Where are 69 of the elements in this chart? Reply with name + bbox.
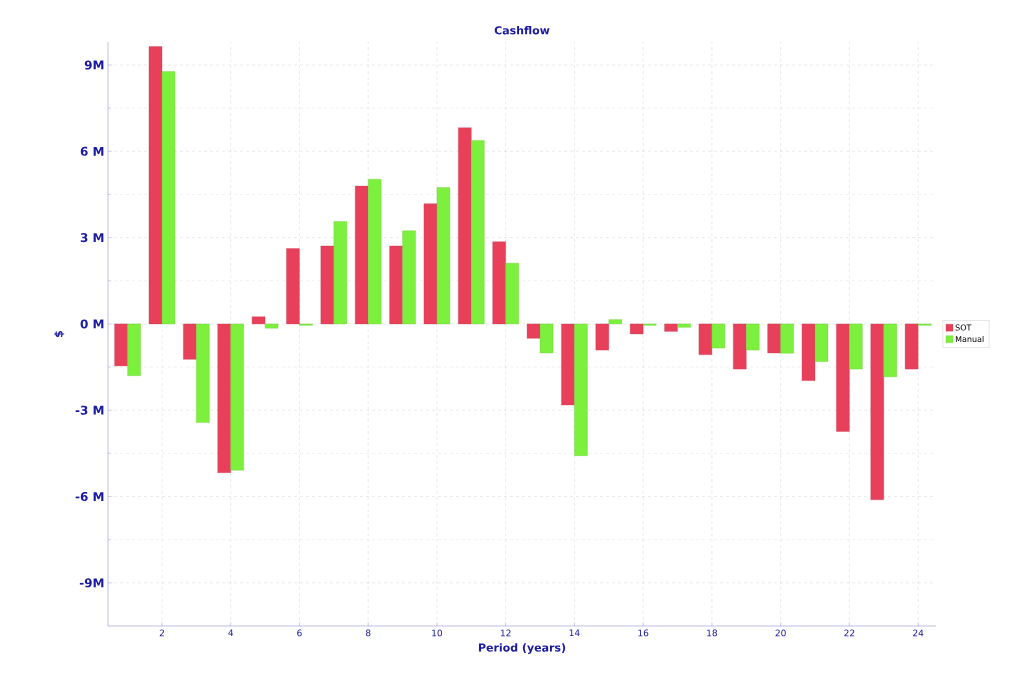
chart-title: Cashflow [494,25,550,35]
bar [767,323,781,354]
bar [389,245,403,325]
bar [251,316,266,325]
bar [286,248,300,325]
x-tick-label: 12 [500,629,511,637]
bar [801,323,816,381]
bar [264,323,279,329]
y-tick-label: -3 M [75,405,104,415]
x-tick-label: 6 [297,629,302,637]
bar [436,187,451,325]
y-tick-label: 0 M [80,319,104,329]
x-tick-label: 22 [844,629,855,637]
legend-label: SOT [955,324,972,331]
bar [320,245,334,325]
bar [148,46,163,325]
bar [458,127,472,325]
bar [333,221,347,325]
bar [904,323,919,370]
x-tick-label: 14 [569,629,580,637]
bar [574,323,588,456]
bar [746,323,760,351]
bar [561,323,575,406]
y-tick-label: -6 M [75,492,104,502]
bar [870,323,884,500]
y-tick-label: 3 M [80,233,104,243]
bar [355,185,369,325]
bar [127,323,141,376]
x-tick-label: 24 [913,629,924,637]
bar [423,203,438,325]
bar [630,323,644,335]
x-tick-label: 18 [707,629,718,637]
x-axis-title: Period (years) [478,643,566,654]
bar [677,323,691,328]
legend-label: Manual [955,335,984,343]
bar [471,140,485,325]
bar [836,323,850,432]
y-tick-label: -9M [79,578,104,588]
bar [230,323,244,471]
bar [217,323,231,473]
x-tick-label: 10 [432,629,443,637]
bar [402,230,416,325]
x-tick-label: 2 [159,629,164,637]
x-tick-label: 16 [638,629,649,637]
bar [883,323,897,377]
bar [595,323,609,351]
bar [183,323,197,360]
y-tick-label: 9M [84,60,104,70]
y-axis-title: $ [54,330,65,337]
bar [664,323,678,332]
x-tick-label: 8 [365,629,371,637]
bar [539,323,554,354]
bar [526,323,541,339]
bar [196,323,210,423]
bar [780,323,794,354]
bar [368,179,382,325]
bar [492,241,506,325]
bar [698,323,713,355]
bar [733,323,747,370]
bar [505,263,519,325]
bar [608,319,622,325]
bar [711,323,726,349]
x-tick-label: 20 [775,629,786,637]
x-tick-label: 4 [228,629,234,637]
bar [814,323,829,362]
y-tick-label: 6 M [80,146,104,156]
bar [161,71,176,325]
bar [114,323,128,367]
bar [849,323,863,370]
